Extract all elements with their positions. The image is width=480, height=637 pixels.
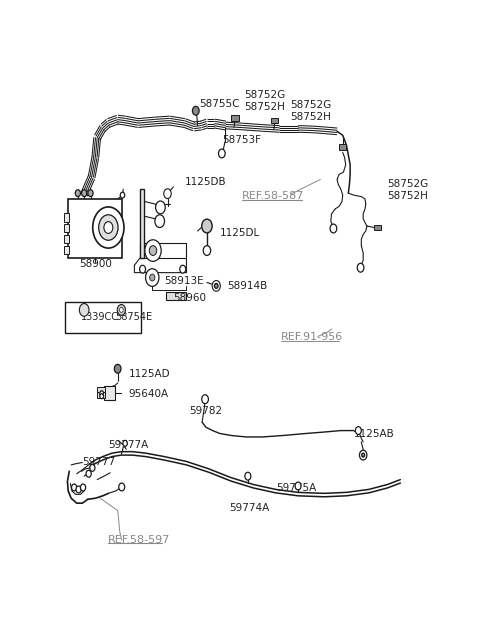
Circle shape <box>93 207 124 248</box>
Text: 59782: 59782 <box>190 406 223 416</box>
Circle shape <box>355 427 361 434</box>
Circle shape <box>72 484 77 491</box>
Text: REF.91-956: REF.91-956 <box>281 333 344 342</box>
Bar <box>64 246 69 254</box>
Bar <box>104 387 115 400</box>
Bar <box>97 387 105 392</box>
Circle shape <box>90 464 95 471</box>
Text: 1125DB: 1125DB <box>185 177 226 187</box>
Bar <box>271 118 278 123</box>
Circle shape <box>212 280 220 291</box>
Circle shape <box>76 486 81 493</box>
Circle shape <box>218 149 225 158</box>
Circle shape <box>114 364 121 373</box>
Bar <box>64 224 69 233</box>
Text: 58900: 58900 <box>79 259 112 269</box>
Circle shape <box>245 472 251 480</box>
Text: 58960: 58960 <box>173 293 206 303</box>
Text: 59774A: 59774A <box>229 503 269 513</box>
Text: 58914B: 58914B <box>228 281 268 291</box>
Bar <box>166 292 186 299</box>
Circle shape <box>357 263 364 272</box>
Bar <box>374 225 381 231</box>
Circle shape <box>295 482 301 490</box>
Text: REF.58-587: REF.58-587 <box>242 190 305 201</box>
Text: 58754E: 58754E <box>115 311 152 322</box>
Circle shape <box>192 106 199 115</box>
Circle shape <box>362 453 365 457</box>
Circle shape <box>99 215 118 240</box>
Circle shape <box>79 304 89 317</box>
Circle shape <box>104 222 113 233</box>
Circle shape <box>82 190 87 197</box>
Text: 1339CC: 1339CC <box>81 311 119 322</box>
Circle shape <box>100 391 104 396</box>
Bar <box>65 301 142 333</box>
Text: 1125AB: 1125AB <box>354 429 395 440</box>
Circle shape <box>119 483 125 491</box>
Text: 1125AD: 1125AD <box>129 369 170 379</box>
Text: 58753F: 58753F <box>222 135 261 145</box>
Text: 58752G
58752H: 58752G 58752H <box>387 180 429 201</box>
Circle shape <box>164 189 171 199</box>
Text: 59775A: 59775A <box>276 483 316 494</box>
Text: 59777: 59777 <box>83 457 116 468</box>
Circle shape <box>202 395 208 404</box>
Text: 58752G
58752H: 58752G 58752H <box>290 100 332 122</box>
Circle shape <box>156 201 165 214</box>
Bar <box>64 213 69 222</box>
Bar <box>68 199 122 258</box>
Circle shape <box>145 240 161 261</box>
Text: 58752G
58752H: 58752G 58752H <box>244 90 286 111</box>
Text: REF.58-597: REF.58-597 <box>108 535 171 545</box>
Text: 58755C: 58755C <box>200 99 240 110</box>
Bar <box>64 235 69 243</box>
Circle shape <box>120 192 125 198</box>
Circle shape <box>155 215 165 227</box>
Circle shape <box>204 222 210 229</box>
Bar <box>231 115 239 120</box>
Circle shape <box>140 265 145 273</box>
Circle shape <box>100 394 104 399</box>
Text: 1125DL: 1125DL <box>220 229 260 238</box>
Circle shape <box>149 246 156 255</box>
Text: 95640A: 95640A <box>129 389 169 399</box>
Bar <box>339 144 346 150</box>
Circle shape <box>202 219 212 233</box>
Circle shape <box>203 246 211 255</box>
Circle shape <box>88 190 93 197</box>
Circle shape <box>117 304 125 315</box>
Circle shape <box>360 450 367 460</box>
Circle shape <box>215 283 218 289</box>
Circle shape <box>86 470 91 477</box>
Circle shape <box>330 224 337 233</box>
Circle shape <box>75 190 81 197</box>
Bar <box>140 189 144 258</box>
Circle shape <box>123 440 127 447</box>
Circle shape <box>145 269 159 287</box>
Circle shape <box>120 308 123 312</box>
Circle shape <box>81 484 85 491</box>
Circle shape <box>150 274 155 281</box>
Text: 58913E: 58913E <box>164 276 204 287</box>
Text: 59777A: 59777A <box>108 440 149 450</box>
Bar <box>97 392 105 398</box>
Circle shape <box>180 265 186 273</box>
